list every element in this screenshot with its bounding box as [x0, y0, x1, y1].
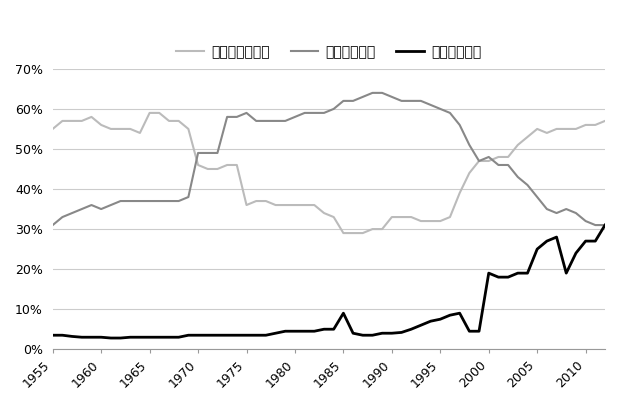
外国人投資家: [194, 333, 202, 338]
外国人投資家: [524, 271, 531, 275]
外国人投資家: [185, 333, 192, 338]
アウトサイダー: [533, 126, 541, 131]
外国人投資家: [601, 223, 609, 228]
インサイダー: [185, 194, 192, 199]
インサイダー: [427, 102, 435, 107]
アウトサイダー: [436, 219, 444, 224]
外国人投資家: [582, 239, 590, 243]
アウトサイダー: [582, 122, 590, 127]
アウトサイダー: [194, 162, 202, 167]
外国人投資家: [107, 336, 115, 341]
インサイダー: [369, 90, 376, 95]
アウトサイダー: [185, 126, 192, 131]
Legend: アウトサイダー, インサイダー, 外国人投資家: アウトサイダー, インサイダー, 外国人投資家: [171, 39, 487, 64]
外国人投資家: [49, 333, 56, 338]
Line: アウトサイダー: アウトサイダー: [53, 113, 605, 233]
アウトサイダー: [476, 158, 483, 163]
Line: インサイダー: インサイダー: [53, 93, 605, 225]
Line: 外国人投資家: 外国人投資家: [53, 225, 605, 338]
インサイダー: [524, 183, 531, 188]
外国人投資家: [466, 329, 473, 334]
アウトサイダー: [49, 126, 56, 131]
インサイダー: [49, 223, 56, 228]
アウトサイダー: [340, 230, 347, 235]
インサイダー: [582, 219, 590, 224]
アウトサイダー: [601, 119, 609, 124]
外国人投資家: [427, 319, 435, 324]
インサイダー: [601, 223, 609, 228]
アウトサイダー: [146, 111, 153, 115]
インサイダー: [466, 143, 473, 147]
インサイダー: [175, 198, 182, 203]
